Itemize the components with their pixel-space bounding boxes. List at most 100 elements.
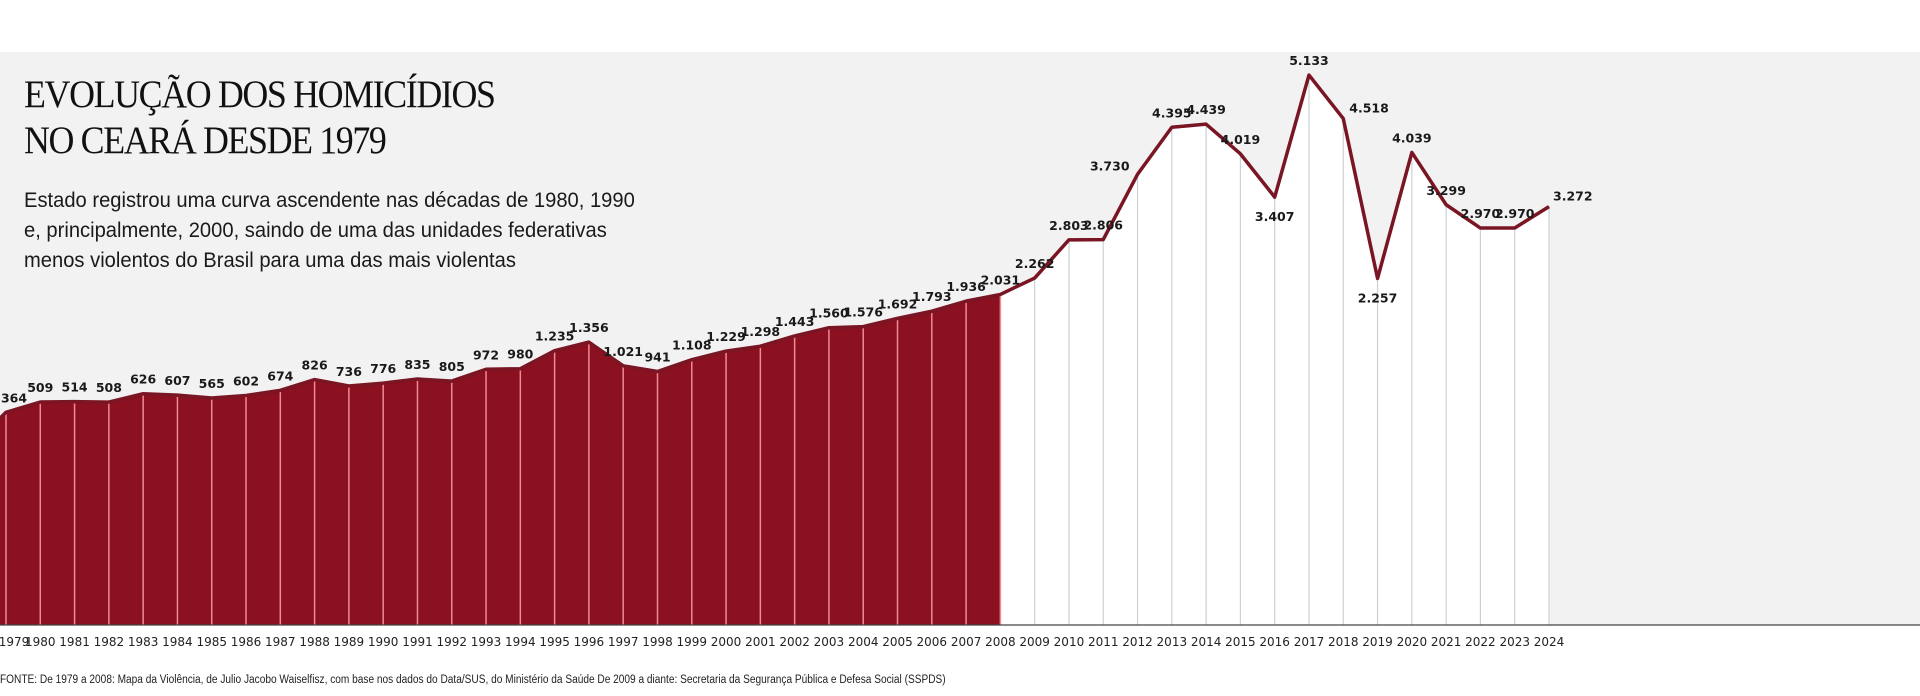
data-label-1982: 508 bbox=[96, 380, 122, 395]
data-label-2002: 1.443 bbox=[775, 314, 815, 329]
data-label-1991: 835 bbox=[404, 357, 430, 372]
data-label-2007: 1.936 bbox=[946, 279, 986, 294]
x-tick-1988: 1988 bbox=[299, 635, 330, 649]
data-label-2012: 3.730 bbox=[1090, 158, 1130, 173]
data-label-1980: 509 bbox=[27, 380, 53, 395]
x-tick-1986: 1986 bbox=[231, 635, 262, 649]
x-tick-1984: 1984 bbox=[162, 635, 193, 649]
x-tick-1982: 1982 bbox=[94, 635, 125, 649]
x-tick-1995: 1995 bbox=[539, 635, 570, 649]
area-fill-1979-2008 bbox=[0, 294, 1001, 625]
data-label-2004: 1.576 bbox=[843, 305, 883, 320]
data-label-1992: 805 bbox=[439, 359, 465, 374]
x-tick-2012: 2012 bbox=[1122, 635, 1153, 649]
data-label-2013: 4.395 bbox=[1152, 105, 1192, 120]
x-tick-2011: 2011 bbox=[1088, 635, 1119, 649]
x-tick-1999: 1999 bbox=[677, 635, 708, 649]
x-tick-2017: 2017 bbox=[1294, 635, 1325, 649]
x-tick-1985: 1985 bbox=[196, 635, 227, 649]
title-line-2: NO CEARÁ DESDE 1979 bbox=[24, 119, 387, 162]
title-line-1: EVOLUÇÃO DOS HOMICÍDIOS bbox=[24, 73, 496, 116]
x-tick-1981: 1981 bbox=[59, 635, 90, 649]
x-tick-2001: 2001 bbox=[745, 635, 776, 649]
data-label-2023: 2.970 bbox=[1495, 206, 1535, 221]
x-tick-1993: 1993 bbox=[471, 635, 502, 649]
x-tick-2018: 2018 bbox=[1328, 635, 1359, 649]
data-label-2011: 2.806 bbox=[1083, 218, 1123, 233]
data-label-2003: 1.560 bbox=[809, 306, 849, 321]
x-tick-2004: 2004 bbox=[848, 635, 879, 649]
subtitle-line-1: Estado registrou uma curva ascendente na… bbox=[24, 189, 635, 212]
data-label-1993: 972 bbox=[473, 347, 499, 362]
data-label-1990: 776 bbox=[370, 361, 396, 376]
x-tick-1991: 1991 bbox=[402, 635, 433, 649]
data-label-2010: 2.803 bbox=[1049, 218, 1089, 233]
data-label-2015: 4.019 bbox=[1221, 132, 1261, 147]
data-label-1995: 1.235 bbox=[535, 329, 575, 344]
data-label-2020: 4.039 bbox=[1392, 130, 1432, 145]
x-tick-2005: 2005 bbox=[882, 635, 913, 649]
x-tick-1994: 1994 bbox=[505, 635, 536, 649]
chart-subtitle: Estado registrou uma curva ascendente na… bbox=[24, 186, 754, 276]
data-label-1999: 1.108 bbox=[672, 338, 712, 353]
data-label-2018: 4.518 bbox=[1349, 101, 1389, 116]
data-label-2009: 2.262 bbox=[1015, 256, 1055, 271]
data-label-2008: 2.031 bbox=[981, 272, 1021, 287]
data-label-1985: 565 bbox=[199, 376, 225, 391]
x-tick-1980: 1980 bbox=[25, 635, 56, 649]
data-label-2017: 5.133 bbox=[1289, 53, 1329, 68]
x-tick-2006: 2006 bbox=[917, 635, 948, 649]
gridlines bbox=[1000, 75, 1550, 625]
x-tick-1989: 1989 bbox=[334, 635, 365, 649]
x-tick-2007: 2007 bbox=[951, 635, 982, 649]
x-tick-1979: 1979 bbox=[0, 635, 29, 649]
data-label-1986: 602 bbox=[233, 373, 259, 388]
data-label-2021: 3.299 bbox=[1426, 183, 1466, 198]
data-label-1987: 674 bbox=[267, 368, 293, 383]
data-label-1979: 364 bbox=[1, 390, 27, 405]
x-tick-2019: 2019 bbox=[1362, 635, 1393, 649]
data-label-1996: 1.356 bbox=[569, 320, 609, 335]
data-label-2000: 1.229 bbox=[706, 329, 746, 344]
data-label-2019: 2.257 bbox=[1358, 290, 1398, 305]
data-label-1984: 607 bbox=[164, 373, 190, 388]
x-tick-2002: 2002 bbox=[779, 635, 810, 649]
x-tick-1990: 1990 bbox=[368, 635, 399, 649]
x-tick-2003: 2003 bbox=[814, 635, 845, 649]
data-label-2001: 1.298 bbox=[741, 324, 781, 339]
x-tick-1987: 1987 bbox=[265, 635, 296, 649]
x-tick-2024: 2024 bbox=[1534, 635, 1565, 649]
x-tick-2023: 2023 bbox=[1499, 635, 1530, 649]
x-tick-2016: 2016 bbox=[1259, 635, 1290, 649]
data-label-1997: 1.021 bbox=[603, 344, 643, 359]
x-tick-2000: 2000 bbox=[711, 635, 742, 649]
x-tick-2014: 2014 bbox=[1191, 635, 1222, 649]
x-tick-2010: 2010 bbox=[1054, 635, 1085, 649]
data-label-2024: 3.272 bbox=[1553, 189, 1593, 204]
data-label-1994: 980 bbox=[507, 347, 533, 362]
data-label-2006: 1.793 bbox=[912, 289, 952, 304]
x-tick-2015: 2015 bbox=[1225, 635, 1256, 649]
subtitle-line-3: menos violentos do Brasil para uma das m… bbox=[24, 249, 516, 272]
data-label-1998: 941 bbox=[644, 349, 670, 364]
chart-title: EVOLUÇÃO DOS HOMICÍDIOS NO CEARÁ DESDE 1… bbox=[24, 72, 496, 164]
data-label-1989: 736 bbox=[336, 364, 362, 379]
x-tick-2013: 2013 bbox=[1157, 635, 1188, 649]
x-tick-1996: 1996 bbox=[574, 635, 605, 649]
data-label-1988: 826 bbox=[302, 358, 328, 373]
data-label-2014: 4.439 bbox=[1186, 102, 1226, 117]
x-tick-1997: 1997 bbox=[608, 635, 639, 649]
data-label-2022: 2.970 bbox=[1461, 206, 1501, 221]
data-label-2005: 1.692 bbox=[878, 296, 918, 311]
data-label-1983: 626 bbox=[130, 372, 156, 387]
data-label-2016: 3.407 bbox=[1255, 209, 1295, 224]
source-note: FONTE: De 1979 a 2008: Mapa da Violência… bbox=[0, 674, 946, 686]
subtitle-line-2: e, principalmente, 2000, saindo de uma d… bbox=[24, 219, 607, 242]
x-tick-1992: 1992 bbox=[436, 635, 467, 649]
x-tick-1998: 1998 bbox=[642, 635, 673, 649]
x-tick-2009: 2009 bbox=[1019, 635, 1050, 649]
x-tick-1983: 1983 bbox=[128, 635, 159, 649]
data-label-1981: 514 bbox=[62, 380, 88, 395]
